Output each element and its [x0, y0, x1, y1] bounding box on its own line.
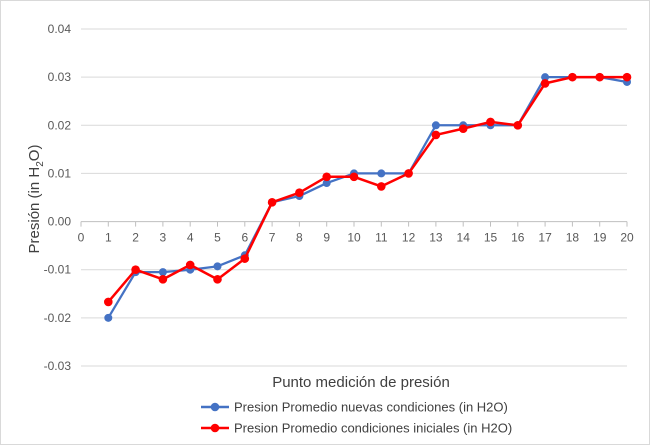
y-tick-labels: 0.04 0.03 0.02 0.01 0.00 -0.01 -0.02 -0.03: [44, 22, 72, 373]
x-tick-label: 13: [429, 231, 443, 245]
x-tick-label: 6: [241, 231, 248, 245]
series-2-point: [240, 254, 250, 263]
x-tick-label: 7: [269, 231, 276, 245]
y-tick-label: 0.03: [48, 70, 72, 84]
x-tick-label: 10: [347, 231, 361, 245]
series-2-point: [540, 79, 550, 88]
legend-swatch-marker: [210, 423, 220, 433]
legend-label: Presion Promedio nuevas condiciones (in …: [234, 400, 508, 415]
legend: Presion Promedio nuevas condiciones (in …: [201, 400, 512, 436]
series-2-point: [377, 182, 386, 191]
series-1-point: [377, 169, 386, 178]
series-2-point: [568, 72, 577, 82]
x-axis-title: Punto medición de presión: [272, 374, 450, 391]
series-2-point: [213, 275, 222, 284]
x-tick-label: 12: [402, 231, 416, 245]
y-tick-label: -0.03: [44, 359, 72, 373]
series-2-point: [322, 172, 332, 182]
x-tick-label: 2: [132, 231, 139, 245]
y-tick-label: 0.01: [48, 166, 72, 180]
y-axis-title-end: O): [26, 145, 43, 162]
series-2-point: [513, 120, 523, 130]
x-tick-label: 3: [160, 231, 167, 245]
series-2: [104, 72, 632, 307]
series-2-line: [107, 75, 627, 303]
x-tick-label: 1: [105, 231, 112, 245]
x-tick-label: 5: [214, 231, 221, 245]
series-2-point: [104, 297, 113, 307]
series-2-point: [295, 188, 304, 197]
series-2-point: [486, 117, 495, 127]
legend-swatch-marker: [210, 402, 220, 412]
legend-item-2: Presion Promedio condiciones iniciales (…: [201, 421, 512, 436]
series-2-point: [349, 172, 359, 182]
series-2-point: [267, 198, 277, 207]
x-tick-label: 14: [457, 231, 471, 245]
y-tick-label: -0.02: [44, 311, 72, 325]
y-axis-title-subscript: 2: [35, 161, 46, 167]
x-tick-labels: 0 1 2 3 4 5 6 7 8 9 10 11 12 13 14 15 16 17 18 19 20: [78, 231, 634, 245]
x-tick-label: 20: [620, 231, 634, 245]
series-1-point: [322, 179, 331, 188]
series-2-point: [131, 265, 140, 275]
legend-item-1: Presion Promedio nuevas condiciones (in …: [201, 400, 508, 415]
series-2-point: [458, 124, 468, 133]
series-group: [104, 72, 632, 322]
series-1-point: [213, 262, 222, 271]
series-1-point: [541, 73, 550, 82]
x-tick-label: 8: [296, 231, 303, 245]
x-axis: [80, 221, 628, 227]
y-tick-label: 0.00: [48, 215, 72, 229]
series-1: [104, 73, 631, 322]
gridlines: [81, 28, 627, 367]
y-tick-label: -0.01: [44, 263, 72, 277]
y-tick-label: 0.04: [48, 22, 72, 36]
legend-label: Presion Promedio condiciones iniciales (…: [234, 421, 512, 436]
x-tick-label: 17: [538, 231, 552, 245]
series-2-point: [622, 72, 632, 82]
series-1-line: [107, 76, 628, 319]
x-tick-label: 19: [593, 231, 607, 245]
x-tick-label: 16: [511, 231, 525, 245]
x-tick-label: 18: [566, 231, 580, 245]
x-tick-label: 9: [323, 231, 330, 245]
series-2-point: [185, 260, 195, 270]
x-tick-label: 11: [375, 231, 388, 245]
x-tick-label: 0: [78, 231, 85, 245]
series-1-point: [104, 313, 113, 322]
series-1-point: [431, 121, 440, 130]
y-axis-title: Presión (in H2O): [26, 145, 46, 254]
series-2-point: [431, 130, 441, 140]
x-tick-label: 15: [484, 231, 498, 245]
y-tick-label: 0.02: [48, 118, 72, 132]
series-2-point: [595, 72, 604, 82]
x-tick-label: 4: [187, 231, 194, 245]
series-2-point: [404, 169, 413, 178]
series-1-point: [158, 268, 167, 277]
y-axis-title-main: Presión (in H: [26, 167, 43, 254]
series-2-point: [158, 275, 168, 284]
